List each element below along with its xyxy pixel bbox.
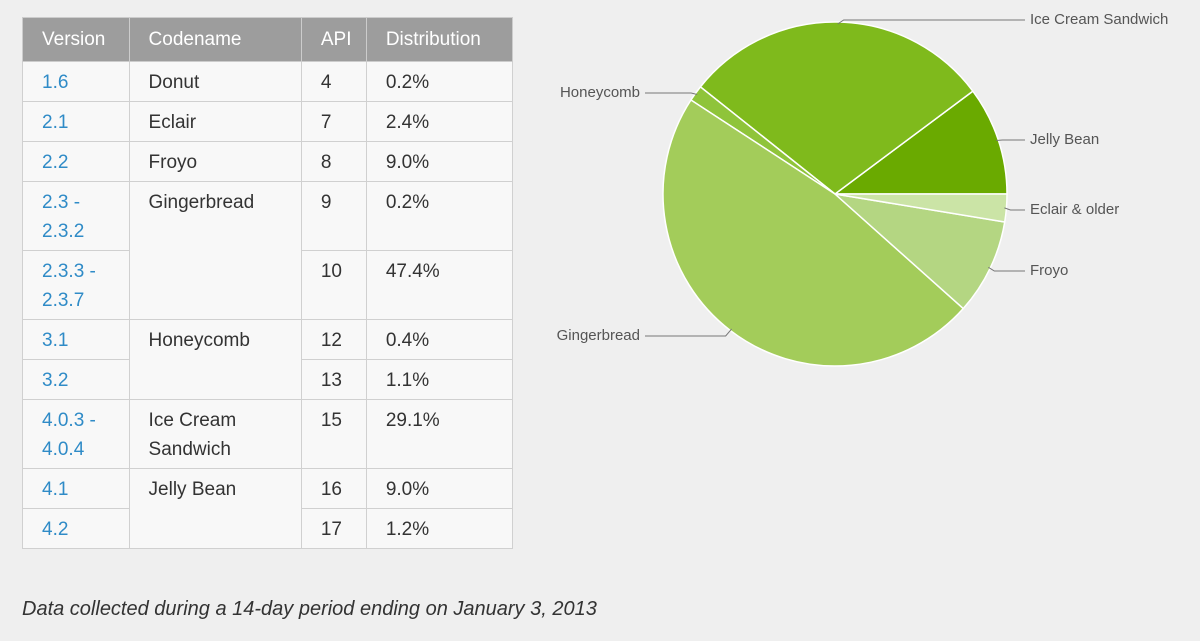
- codename-cell: Honeycomb: [128, 319, 302, 400]
- table-row: 3.2 13 1.1%: [22, 359, 514, 400]
- api-cell: 12: [300, 319, 367, 360]
- leader-line: [645, 92, 698, 95]
- version-cell: 3.1: [22, 319, 130, 360]
- table-row: 2.2 Froyo 8 9.0%: [22, 141, 514, 182]
- slice-label: Jelly Bean: [1030, 131, 1099, 148]
- table-row: 4.0.3 - 4.0.4 Ice Cream Sandwich 15 29.1%: [22, 399, 514, 469]
- table-row: 2.3.3 - 2.3.7 10 47.4%: [22, 250, 514, 320]
- distribution-cell: 1.2%: [365, 508, 514, 549]
- table-row: 4.1 Jelly Bean 16 9.0%: [22, 468, 514, 549]
- slice-label: Eclair & older: [1030, 201, 1119, 218]
- slice-label: Ice Cream Sandwich: [1030, 11, 1168, 28]
- codename-cell: Froyo: [128, 141, 302, 182]
- leader-line: [988, 266, 1025, 272]
- table-row: 2.1 Eclair 7 2.4%: [22, 101, 514, 142]
- distribution-cell: 0.2%: [365, 61, 514, 102]
- api-cell: 4: [300, 61, 367, 102]
- version-cell: 4.1: [22, 468, 130, 509]
- distribution-table: Version Codename API Distribution 1.6 Donut 4…: [22, 17, 514, 549]
- api-cell: 15: [300, 399, 367, 469]
- codename-cell: Eclair: [128, 101, 302, 142]
- api-cell: 17: [300, 508, 367, 549]
- column-header: API: [300, 17, 367, 62]
- leader-line: [1004, 207, 1025, 211]
- distribution-cell: 47.4%: [365, 250, 514, 320]
- column-header: Codename: [128, 17, 302, 62]
- distribution-cell: 0.2%: [365, 181, 514, 251]
- table-row: 4.2 17 1.2%: [22, 508, 514, 549]
- api-cell: 16: [300, 468, 367, 509]
- pie-slice: [699, 21, 974, 195]
- pie-chart: Jelly Bean Ice Cream Sandwich Honeycomb Gin…: [557, 11, 1168, 367]
- codename-cell: Ice Cream Sandwich: [128, 399, 302, 469]
- footnote: Data collected during a 14-day period en…: [22, 598, 597, 620]
- table-body: 1.6 Donut 4 0.2% 2.1 Eclair 7 2.4% 2.2 Froyo 8 9.0%…: [22, 61, 514, 549]
- codename-cell: Jelly Bean: [128, 468, 302, 549]
- version-cell: 4.2: [22, 508, 130, 549]
- column-header: Distribution: [365, 17, 514, 62]
- slice-label: Honeycomb: [560, 84, 640, 101]
- codename-cell: Donut: [128, 61, 302, 102]
- api-cell: 13: [300, 359, 367, 400]
- distribution-cell: 9.0%: [365, 141, 514, 182]
- distribution-cell: 9.0%: [365, 468, 514, 509]
- column-header: Version: [22, 17, 130, 62]
- version-cell: 2.2: [22, 141, 130, 182]
- distribution-cell: 0.4%: [365, 319, 514, 360]
- version-cell: 2.3.3 - 2.3.7: [22, 250, 130, 320]
- slice-label: Gingerbread: [557, 327, 640, 344]
- slice-label: Froyo: [1030, 262, 1068, 279]
- table-row: 2.3 - 2.3.2 Gingerbread 9 0.2%: [22, 181, 514, 320]
- distribution-cell: 2.4%: [365, 101, 514, 142]
- version-cell: 1.6: [22, 61, 130, 102]
- distribution-cell: 1.1%: [365, 359, 514, 400]
- api-cell: 10: [300, 250, 367, 320]
- codename-cell: Gingerbread: [128, 181, 302, 320]
- distribution-cell: 29.1%: [365, 399, 514, 469]
- table-row: 3.1 Honeycomb 12 0.4%: [22, 319, 514, 400]
- leader-line: [645, 328, 733, 337]
- version-cell: 3.2: [22, 359, 130, 400]
- version-cell: 2.3 - 2.3.2: [22, 181, 130, 251]
- table-row: 1.6 Donut 4 0.2%: [22, 61, 514, 102]
- leader-line: [837, 19, 1025, 25]
- api-cell: 7: [300, 101, 367, 142]
- version-cell: 4.0.3 - 4.0.4: [22, 399, 130, 469]
- api-cell: 8: [300, 141, 367, 182]
- pie-slice: [834, 193, 1008, 223]
- header-row: Version Codename API Distribution: [22, 17, 514, 62]
- version-cell: 2.1: [22, 101, 130, 142]
- api-cell: 9: [300, 181, 367, 251]
